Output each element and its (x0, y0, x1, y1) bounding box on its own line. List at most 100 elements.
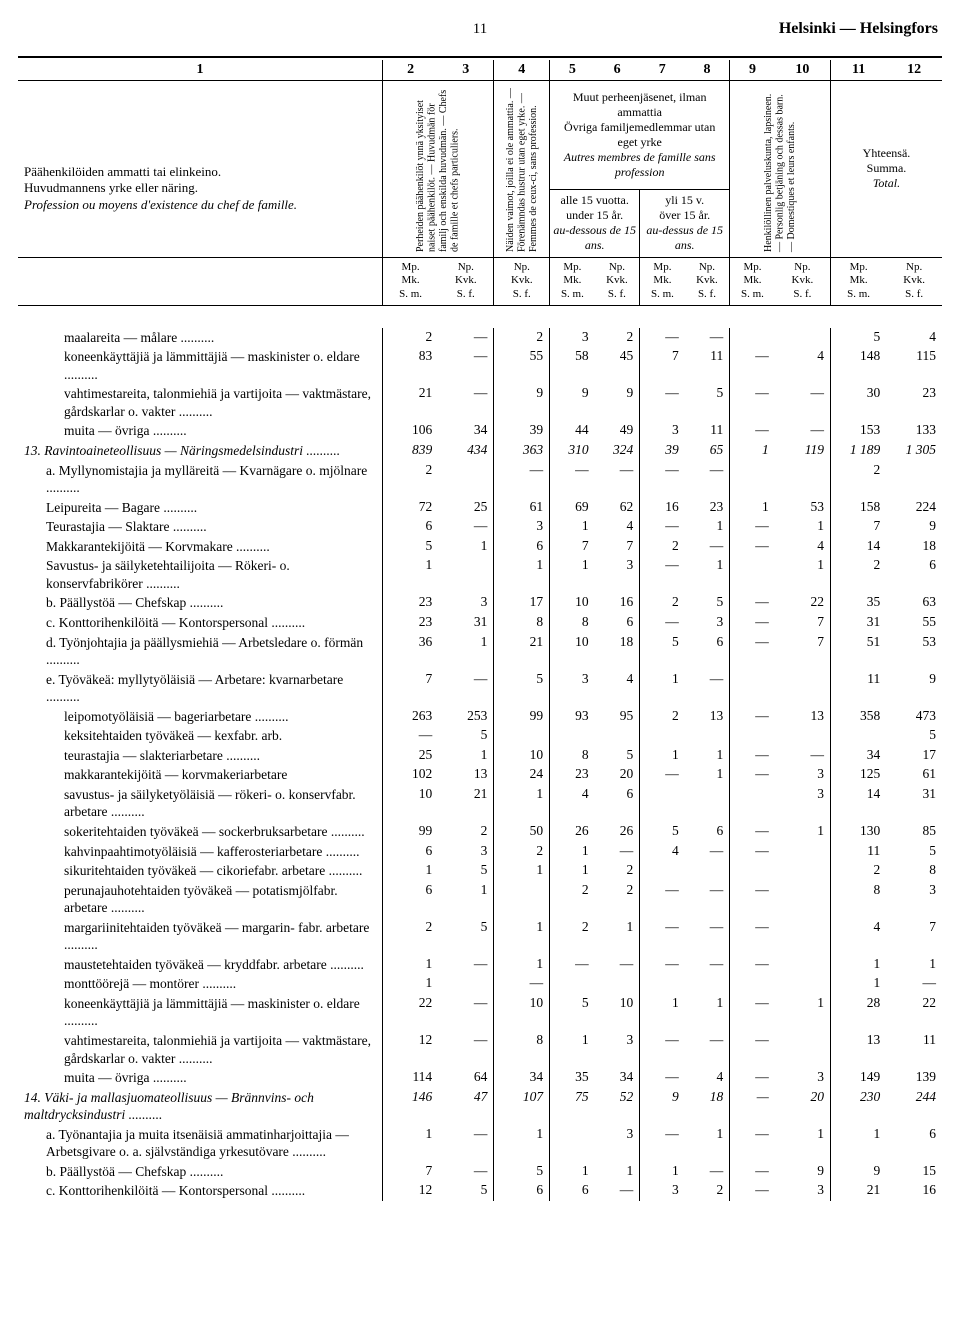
cell-value: 1 (775, 1125, 831, 1162)
cell-value: 14 (830, 537, 886, 557)
col-11-12-header: Yhteensä. Summa. Total. (830, 80, 942, 257)
cell-value: — (595, 955, 640, 975)
cell-value: 230 (830, 1088, 886, 1125)
cell-value: 1 (438, 537, 494, 557)
cell-value: — (730, 955, 775, 975)
cell-value: 8 (494, 613, 550, 633)
cell-value: 146 (382, 1088, 438, 1125)
cell-value: 139 (886, 1068, 942, 1088)
cell-value: 22 (382, 994, 438, 1031)
cell-value: 1 (494, 955, 550, 975)
cell-value: — (730, 517, 775, 537)
cell-value: 4 (550, 785, 595, 822)
cell-value (550, 974, 595, 994)
table-row: muita — övriga ..........11464343534—4—3… (18, 1068, 942, 1088)
cell-value (640, 974, 685, 994)
cell-value: 5 (886, 842, 942, 862)
cell-value: 72 (382, 498, 438, 518)
cell-value: — (438, 1162, 494, 1182)
row-description: vahtimestareita, talonmiehiä ja vartijoi… (18, 1031, 382, 1068)
row-description: makkarantekijöitä — korvmakeriarbetare (18, 765, 382, 785)
cell-value: 8 (550, 746, 595, 766)
unit-c4: Np. Kvk. S. f. (494, 257, 550, 305)
col-4-vtext: Näiden vaimot, joilla ei ole ammattia. —… (505, 82, 540, 252)
col-9-10-vtext: Henkilöllinen palveluskunta, lapsineen. … (763, 82, 798, 252)
cell-value: 3 (438, 842, 494, 862)
unit-blank (18, 257, 382, 305)
cell-value: 1 (775, 556, 831, 593)
table-row: monttöörejä — montörer ..........1—1— (18, 974, 942, 994)
cell-value: 1 (382, 861, 438, 881)
cell-value: 28 (830, 994, 886, 1031)
desc-line2: Huvudmannens yrke eller näring. (24, 180, 379, 196)
cell-value: 3 (775, 785, 831, 822)
table-row: keksitehtaiden työväkeä — kexfabr. arb.—… (18, 726, 942, 746)
cell-value: 1 (494, 918, 550, 955)
cell-value: 11 (830, 670, 886, 707)
cell-value: 1 (730, 498, 775, 518)
cell-value: — (640, 918, 685, 955)
cell-value: — (730, 537, 775, 557)
cell-value: 153 (830, 421, 886, 441)
cell-value: — (685, 670, 730, 707)
cell-value: 12 (382, 1181, 438, 1201)
cell-value: 3 (775, 1068, 831, 1088)
cell-value: 1 305 (886, 441, 942, 461)
cell-value: 130 (830, 822, 886, 842)
cell-value: 1 (494, 785, 550, 822)
cell-value: 36 (382, 633, 438, 670)
table-row: kahvinpaahtimotyöläisiä — kafferosteriar… (18, 842, 942, 862)
cell-value: 13 (438, 765, 494, 785)
cell-value: — (730, 746, 775, 766)
cell-value: 49 (595, 421, 640, 441)
cell-value: — (640, 765, 685, 785)
cell-value: — (550, 955, 595, 975)
cell-value: 2 (640, 707, 685, 727)
cell-value: 7 (382, 670, 438, 707)
cell-value: 3 (595, 556, 640, 593)
cell-value: 158 (830, 498, 886, 518)
row-description: margariinitehtaiden työväkeä — margarin-… (18, 918, 382, 955)
cell-value: — (775, 421, 831, 441)
cell-value: 102 (382, 765, 438, 785)
cell-value: 51 (830, 633, 886, 670)
cell-value: 34 (595, 1068, 640, 1088)
cell-value: — (595, 461, 640, 498)
row-description: Leipureita — Bagare .......... (18, 498, 382, 518)
cell-value: 13 (685, 707, 730, 727)
cell-value: 21 (830, 1181, 886, 1201)
cell-value: 12 (382, 1031, 438, 1068)
cell-value (730, 785, 775, 822)
cell-value: 1 (595, 918, 640, 955)
table-row: a. Työnantajia ja muita itsenäisiä ammat… (18, 1125, 942, 1162)
table-row: Leipureita — Bagare ..........7225616962… (18, 498, 942, 518)
cell-value: 8 (494, 1031, 550, 1068)
col-num-5: 5 (550, 60, 595, 80)
cell-value: 244 (886, 1088, 942, 1125)
cell-value: 5 (886, 726, 942, 746)
row-description: vahtimestareita, talonmiehiä ja vartijoi… (18, 384, 382, 421)
cell-value: 8 (550, 613, 595, 633)
cell-value: 16 (595, 593, 640, 613)
cell-value: 10 (494, 746, 550, 766)
cell-value: 6 (886, 556, 942, 593)
col-5-8-header: Muut perheenjäsenet, ilman ammattia Övri… (550, 80, 730, 190)
cell-value: 1 (685, 1125, 730, 1162)
cell-value: 434 (438, 441, 494, 461)
cell-value: 15 (886, 1162, 942, 1182)
statistics-table: 1 2 3 4 5 6 7 8 9 10 11 12 Päähenkilöide… (18, 60, 942, 1201)
cell-value: 95 (595, 707, 640, 727)
col-num-4: 4 (494, 60, 550, 80)
row-description: savustus- ja säilyketyöläisiä — rökeri- … (18, 785, 382, 822)
col-num-9: 9 (730, 60, 775, 80)
cell-value: 11 (685, 347, 730, 384)
cell-value: 47 (438, 1088, 494, 1125)
cell-value (730, 328, 775, 348)
table-row: c. Konttorihenkilöitä — Kontorspersonal … (18, 613, 942, 633)
cell-value: 1 (550, 861, 595, 881)
table-row: Teurastajia — Slaktare ..........6—314—1… (18, 517, 942, 537)
cell-value: — (730, 1125, 775, 1162)
cell-value (775, 328, 831, 348)
cell-value: 9 (640, 1088, 685, 1125)
cell-value: — (494, 461, 550, 498)
